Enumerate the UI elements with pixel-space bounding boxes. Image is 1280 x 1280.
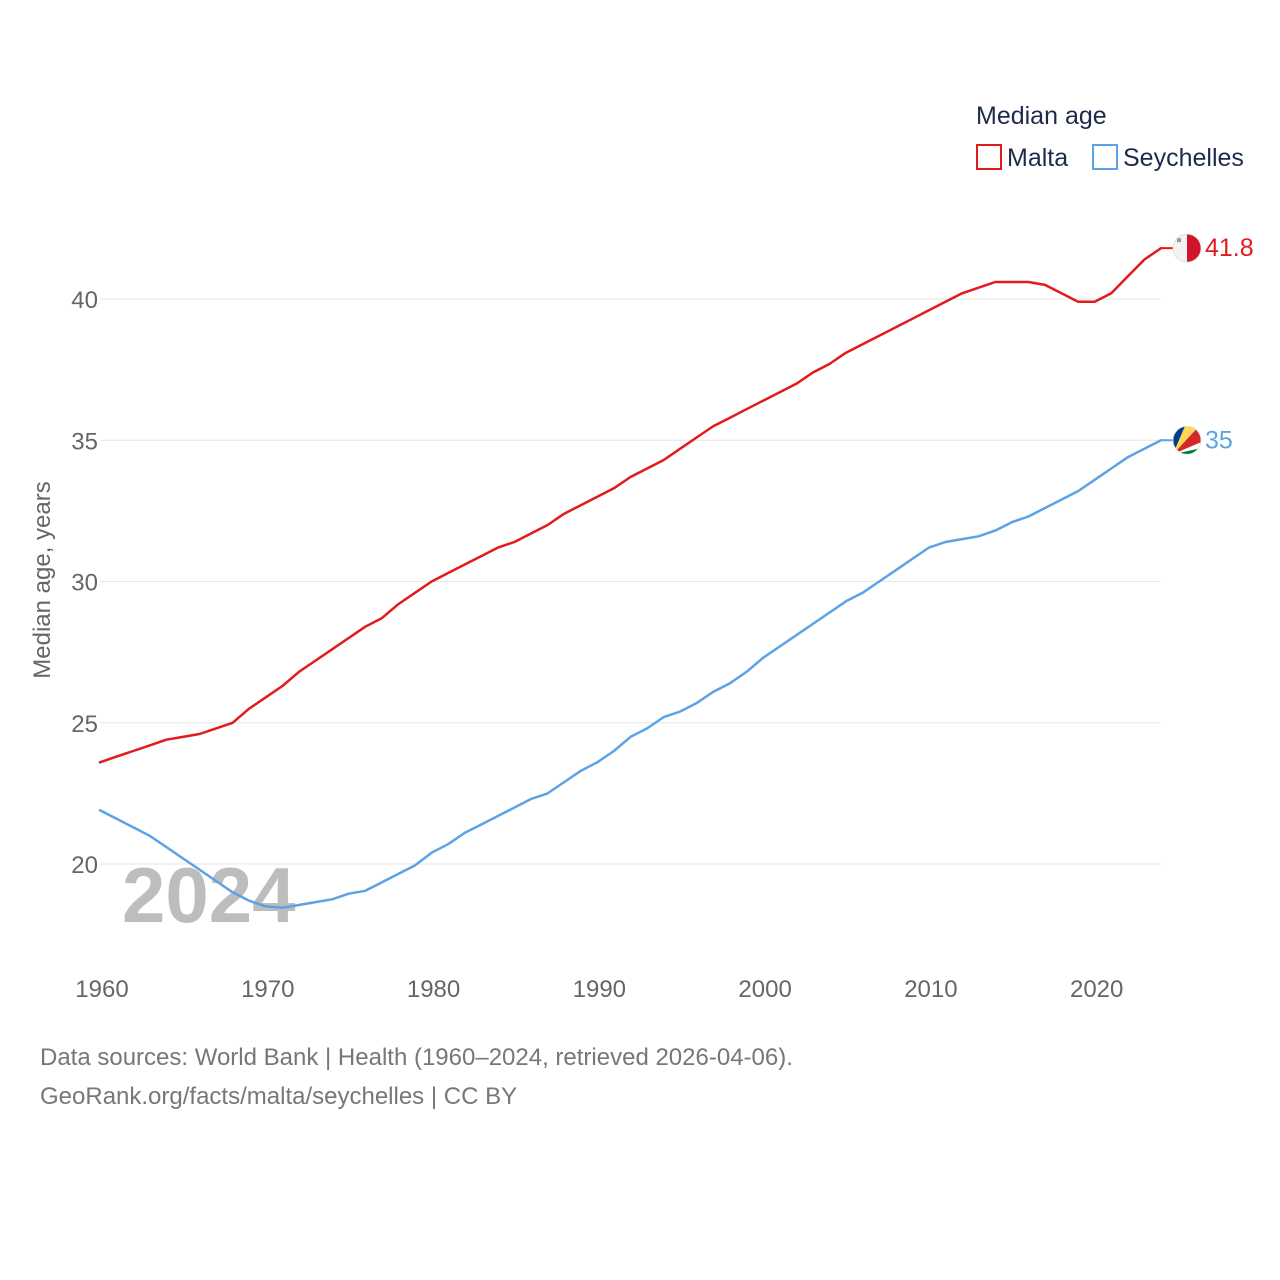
credit-link[interactable]: GeoRank.org/facts/malta/seychelles | CC … <box>40 1083 518 1110</box>
legend-swatch-malta[interactable] <box>976 144 1002 170</box>
grid-lines <box>100 298 1161 865</box>
series-line-malta[interactable] <box>98 246 1163 764</box>
series-line-seychelles[interactable] <box>98 439 1163 910</box>
y-tick-label: 30 <box>71 570 98 597</box>
end-value-label-malta: 41.8 <box>1205 234 1254 262</box>
y-tick-label: 25 <box>71 711 98 738</box>
malta-flag-icon <box>1172 233 1202 263</box>
y-axis-ticks: 20 25 30 35 40 <box>71 287 98 879</box>
x-tick-label: 1980 <box>407 976 460 1003</box>
seychelles-flag-icon <box>1172 425 1202 455</box>
series-end-markers: 41.8 35 <box>1161 233 1254 455</box>
x-tick-label: 2010 <box>904 976 957 1003</box>
x-tick-label: 2000 <box>738 976 791 1003</box>
y-tick-label: 20 <box>71 852 98 879</box>
legend: Median age Malta Seychelles <box>976 102 1244 172</box>
legend-label-seychelles[interactable]: Seychelles <box>1123 144 1244 172</box>
legend-label-malta[interactable]: Malta <box>1007 144 1068 172</box>
series-lines <box>98 246 1163 910</box>
legend-title: Median age <box>976 102 1107 130</box>
current-year-watermark: 2024 <box>122 851 296 939</box>
x-tick-label: 1990 <box>573 976 626 1003</box>
x-tick-label: 1960 <box>75 976 128 1003</box>
y-axis-title: Median age, years <box>29 481 56 678</box>
legend-swatch-seychelles[interactable] <box>1092 144 1118 170</box>
x-tick-label: 1970 <box>241 976 294 1003</box>
x-tick-label: 2020 <box>1070 976 1123 1003</box>
end-value-label-seychelles: 35 <box>1205 426 1233 454</box>
y-tick-label: 40 <box>71 287 98 314</box>
data-sources-note: Data sources: World Bank | Health (1960–… <box>40 1044 793 1071</box>
y-tick-label: 35 <box>71 428 98 455</box>
x-axis-ticks: 1960 1970 1980 1990 2000 2010 2020 <box>75 976 1123 1003</box>
